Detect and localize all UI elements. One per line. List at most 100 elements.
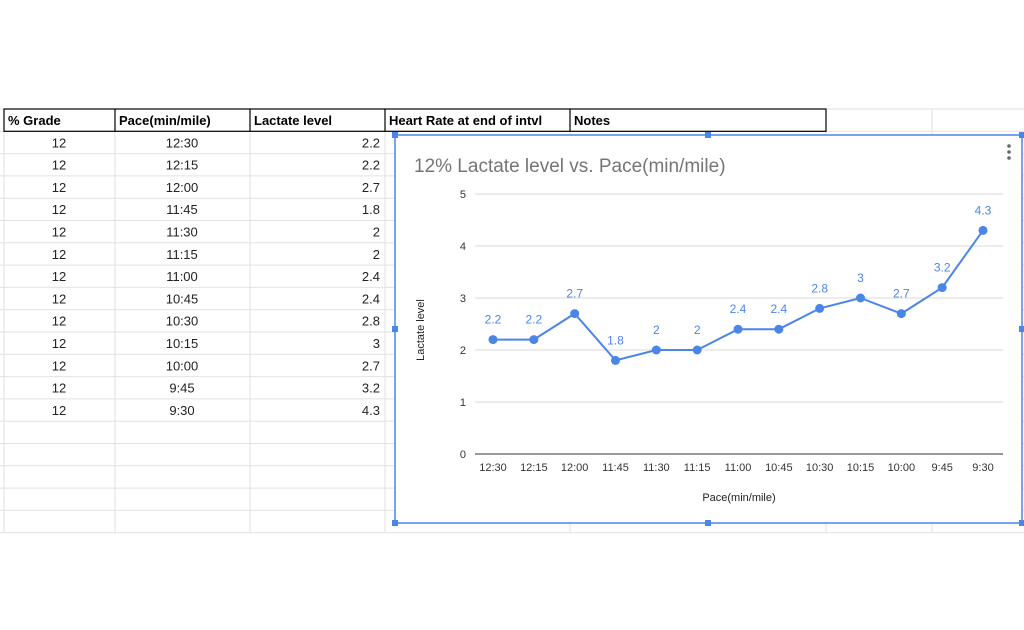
data-point	[815, 303, 825, 313]
data-label: 2	[653, 323, 660, 337]
data-point	[896, 309, 906, 319]
cell-grade[interactable]: 12	[52, 158, 66, 173]
data-point	[856, 293, 865, 303]
cell-lactate[interactable]: 2.8	[362, 314, 380, 329]
data-label: 1.8	[607, 333, 624, 347]
data-point	[978, 225, 988, 235]
x-tick-label: 11:15	[684, 462, 711, 474]
cell-grade[interactable]: 12	[52, 202, 66, 217]
table-row[interactable]: 12 11:00 2.4	[52, 269, 380, 284]
cell-pace[interactable]: 11:15	[166, 247, 198, 262]
resize-handle-bottom-left[interactable]	[392, 520, 398, 526]
column-header[interactable]: Notes	[574, 113, 610, 128]
resize-handle-top[interactable]	[705, 132, 711, 138]
cell-pace[interactable]: 10:30	[166, 314, 199, 329]
table-row[interactable]: 12 12:00 2.7	[52, 180, 380, 195]
y-gridlines	[475, 193, 1003, 455]
resize-handle-bottom[interactable]	[705, 520, 711, 526]
table-row[interactable]: 12 10:15 3	[52, 336, 380, 351]
column-header[interactable]: % Grade	[8, 113, 61, 128]
cell-pace[interactable]: 11:45	[166, 202, 198, 217]
cell-grade[interactable]: 12	[52, 135, 66, 150]
x-tick-label: 10:15	[847, 462, 875, 474]
cell-grade[interactable]: 12	[52, 180, 66, 195]
y-axis-label: Lactate level	[415, 299, 427, 361]
cell-lactate[interactable]: 2.4	[362, 291, 380, 306]
data-label: 2.4	[770, 302, 787, 316]
data-point	[651, 345, 661, 355]
cell-pace[interactable]: 12:30	[166, 135, 199, 150]
cell-lactate[interactable]: 2	[373, 225, 380, 240]
data-label: 3.2	[934, 261, 951, 275]
table-row[interactable]: 12 12:30 2.2	[52, 135, 380, 150]
x-tick-label: 11:00	[725, 462, 752, 474]
x-tick-label: 9:45	[931, 462, 952, 474]
data-point	[774, 324, 784, 334]
cell-lactate[interactable]: 2	[373, 247, 380, 262]
x-tick-label: 12:30	[479, 462, 507, 474]
data-points	[488, 225, 988, 365]
cell-pace[interactable]: 11:00	[166, 269, 198, 284]
data-point	[692, 345, 702, 355]
resize-handle-top-right[interactable]	[1019, 132, 1024, 138]
y-tick-label: 3	[460, 293, 466, 305]
x-tick-label: 12:00	[561, 462, 589, 474]
table-row[interactable]: 12 10:45 2.4	[52, 291, 380, 306]
cell-pace[interactable]: 11:30	[166, 225, 198, 240]
data-label: 2	[694, 323, 701, 337]
resize-handle-bottom-right[interactable]	[1019, 520, 1024, 526]
cell-grade[interactable]: 12	[52, 247, 66, 262]
cell-grade[interactable]: 12	[52, 358, 66, 373]
chart-menu-icon[interactable]	[1007, 144, 1011, 160]
x-tick-label: 11:30	[643, 462, 670, 474]
y-tick-label: 0	[460, 449, 466, 461]
table-row[interactable]: 12 9:45 3.2	[52, 381, 380, 396]
resize-handles[interactable]	[392, 132, 1024, 526]
cell-lactate[interactable]: 3.2	[362, 381, 380, 396]
cell-lactate[interactable]: 1.8	[362, 202, 380, 217]
column-header[interactable]: Lactate level	[254, 113, 332, 128]
cell-grade[interactable]: 12	[52, 269, 66, 284]
table-row[interactable]: 12 10:30 2.8	[52, 314, 380, 329]
cell-grade[interactable]: 12	[52, 225, 66, 240]
x-tick-label: 9:30	[972, 462, 993, 474]
cell-pace[interactable]: 12:15	[166, 158, 199, 173]
chart-frame[interactable]	[394, 134, 1023, 524]
table-row[interactable]: 12 11:15 2	[52, 247, 380, 262]
table-row[interactable]: 12 10:00 2.7	[52, 358, 380, 373]
cell-grade[interactable]: 12	[52, 314, 66, 329]
cell-lactate[interactable]: 2.2	[362, 158, 380, 173]
cell-lactate[interactable]: 2.4	[362, 269, 380, 284]
resize-handle-top-left[interactable]	[392, 132, 398, 138]
column-header[interactable]: Heart Rate at end of intvl	[389, 113, 542, 128]
cell-pace[interactable]: 10:45	[166, 291, 199, 306]
chart-title: 12% Lactate level vs. Pace(min/mile)	[414, 156, 726, 177]
resize-handle-left[interactable]	[392, 326, 398, 332]
cell-lactate[interactable]: 2.7	[362, 180, 380, 195]
resize-handle-right[interactable]	[1019, 326, 1024, 332]
column-header[interactable]: Pace(min/mile)	[119, 113, 211, 128]
cell-pace[interactable]: 10:00	[166, 358, 199, 373]
table-row[interactable]: 12 9:30 4.3	[52, 403, 380, 418]
data-label: 2.7	[893, 287, 910, 301]
table-row[interactable]: 12 11:45 1.8	[52, 202, 380, 217]
cell-lactate[interactable]: 4.3	[362, 403, 380, 418]
cell-pace[interactable]: 12:00	[166, 180, 199, 195]
x-tick-labels: 12:30 12:15 12:00 11:45 11:30 11:15 11:00 10:45…	[479, 462, 993, 474]
cell-grade[interactable]: 12	[52, 403, 66, 418]
cell-lactate[interactable]: 3	[373, 336, 380, 351]
cell-pace[interactable]: 10:15	[166, 336, 199, 351]
cell-pace[interactable]: 9:30	[169, 403, 194, 418]
table-row[interactable]: 12 12:15 2.2	[52, 158, 380, 173]
data-point	[529, 335, 539, 345]
x-tick-label: 12:15	[520, 462, 548, 474]
cell-grade[interactable]: 12	[52, 336, 66, 351]
cell-grade[interactable]: 12	[52, 291, 66, 306]
table-row[interactable]: 12 11:30 2	[52, 225, 380, 240]
cell-pace[interactable]: 9:45	[169, 381, 194, 396]
cell-lactate[interactable]: 2.7	[362, 358, 380, 373]
x-tick-label: 11:45	[602, 462, 629, 474]
cell-lactate[interactable]: 2.2	[362, 135, 380, 150]
cell-grade[interactable]: 12	[52, 381, 66, 396]
